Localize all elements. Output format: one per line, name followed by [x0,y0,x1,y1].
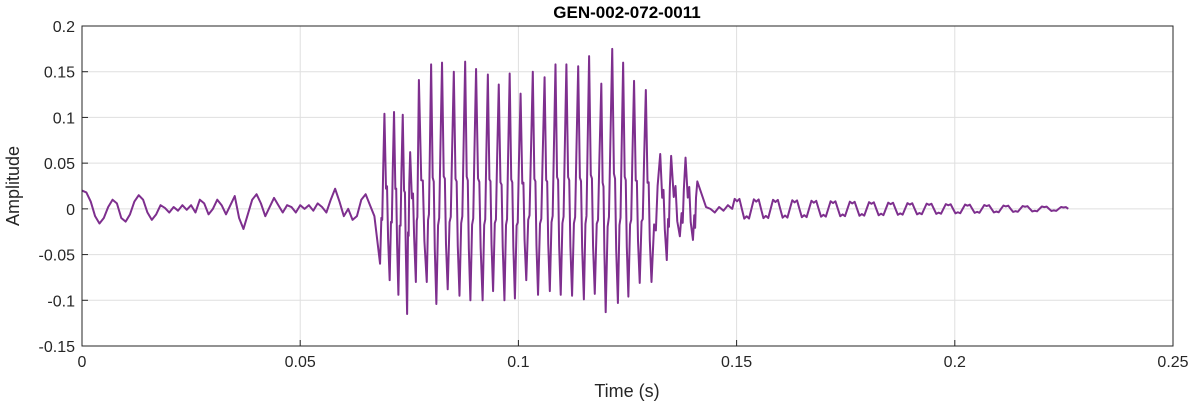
plot-box [81,25,1174,347]
y-tick-label: 0.1 [53,110,75,127]
signal-line [81,47,1069,315]
y-tick-label: 0.15 [44,65,75,82]
x-axis-ticks: 0 0.05 0.1 0.15 0.2 0.25 [78,340,1189,371]
y-tick-label: -0.15 [39,339,76,356]
x-tick-label: 0.15 [721,354,752,371]
x-tick-label: 0.05 [285,354,316,371]
y-tick-label: 0.2 [53,19,75,36]
y-axis-label: Amplitude [3,146,23,226]
x-tick-label: 0 [78,354,87,371]
waveform-series [81,47,1069,315]
y-tick-label: -0.05 [39,248,76,265]
y-tick-label: 0 [66,202,75,219]
y-axis-ticks: -0.15 -0.1 -0.05 0 0.05 0.1 0.15 0.2 [39,19,88,356]
x-tick-label: 0.1 [507,354,529,371]
y-tick-label: 0.05 [44,156,75,173]
chart-title: GEN-002-072-0011 [553,3,700,22]
plot-background [82,26,1173,346]
y-tick-label: -0.1 [47,293,75,310]
x-axis-label: Time (s) [594,381,659,401]
x-tick-label: 0.2 [944,354,966,371]
x-tick-label: 0.25 [1157,354,1188,371]
